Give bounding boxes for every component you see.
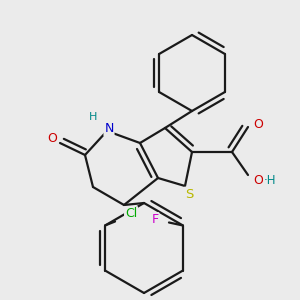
Text: F: F xyxy=(152,213,158,226)
Text: Cl: Cl xyxy=(125,207,137,220)
Text: ·H: ·H xyxy=(264,175,276,188)
Text: N: N xyxy=(104,122,114,136)
Text: O: O xyxy=(253,118,263,131)
Text: S: S xyxy=(185,188,193,200)
Text: O: O xyxy=(253,173,263,187)
Text: H: H xyxy=(89,112,97,122)
Text: O: O xyxy=(47,133,57,146)
